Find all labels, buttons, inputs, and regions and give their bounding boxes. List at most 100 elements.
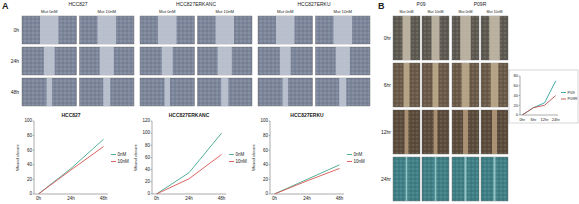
legend: 0nM10nM [347, 152, 365, 164]
y-tick [269, 150, 271, 151]
y-tick-label: 60 [263, 148, 269, 153]
x-tick-label: 12hr [541, 117, 550, 122]
y-tick-label: 120 [142, 118, 150, 123]
axis-label: Wound closure [251, 143, 256, 170]
micrograph [393, 110, 420, 154]
line-series [522, 96, 555, 116]
y-tick [151, 181, 153, 182]
y-tick [33, 135, 35, 136]
line-series [274, 168, 339, 194]
plot-area [274, 165, 339, 194]
y-tick-label: 20 [27, 177, 33, 182]
micrograph [140, 47, 195, 75]
micrograph [22, 78, 77, 106]
group-title: P09 [417, 1, 426, 7]
panel-a: AHCC827Mut 0nMMut 10nMHCC827ERKANCMut 0n… [2, 1, 370, 106]
line-series [522, 81, 555, 115]
y-tick [151, 169, 153, 170]
micrograph [198, 78, 253, 106]
legend-swatch [229, 161, 234, 162]
y-tick-label: 40 [514, 93, 519, 98]
column-label: Mut 10nM [428, 10, 444, 14]
line-chart: HCC827Wound closure0204060801000h24h48h0… [15, 112, 129, 201]
micrograph [452, 63, 479, 107]
line-series [38, 147, 103, 194]
legend: P09P09R [561, 90, 578, 102]
y-tick-label: 100 [24, 118, 32, 123]
axis-label: Wound closure [133, 143, 138, 170]
axis-label: Wound closure [15, 143, 20, 170]
legend-label: P09 [568, 90, 576, 95]
y-tick [519, 95, 521, 96]
x-tick-label: 0hr [519, 117, 525, 122]
y-tick-label: 0 [29, 191, 32, 196]
micrograph [481, 157, 508, 201]
micrograph [140, 78, 195, 106]
line-series [274, 165, 339, 194]
y-tick [519, 85, 521, 86]
y-tick [151, 133, 153, 134]
micrograph [452, 157, 479, 201]
panel-label: A [2, 1, 9, 11]
micrograph [422, 16, 449, 60]
y-axis [520, 76, 521, 115]
micrograph [198, 47, 253, 75]
y-tick [151, 145, 153, 146]
y-tick [269, 179, 271, 180]
y-tick-label: 100 [142, 130, 150, 135]
y-tick [269, 194, 271, 195]
legend-label: 0nM [236, 152, 245, 157]
column-label: Mut 0nM [159, 9, 176, 14]
legend-label: 10nM [118, 159, 130, 164]
micrograph [452, 110, 479, 154]
micrograph [258, 16, 313, 44]
y-tick-label: 80 [514, 73, 519, 78]
micrograph [422, 63, 449, 107]
column-label: Mut 10nM [487, 10, 503, 14]
y-tick [33, 121, 35, 122]
y-tick-label: 40 [27, 162, 33, 167]
y-tick [33, 179, 35, 180]
legend: 0nM10nM [229, 152, 247, 164]
y-tick [33, 194, 35, 195]
micrograph [198, 16, 253, 44]
y-tick [33, 164, 35, 165]
group-title: HCC827 [68, 1, 87, 7]
y-tick-label: 0 [516, 112, 519, 117]
y-tick-label: 20 [145, 179, 151, 184]
line-series [156, 133, 221, 194]
column-label: Mut 10nM [215, 9, 234, 14]
y-tick-label: 60 [514, 83, 519, 88]
y-tick-label: 20 [514, 103, 519, 108]
y-tick-label: 40 [145, 167, 151, 172]
x-tick-label: 0h [154, 196, 160, 201]
x-tick-label: 48h [336, 196, 344, 201]
x-axis [520, 115, 558, 116]
y-axis [270, 121, 271, 194]
x-axis [34, 194, 108, 195]
plot-area [38, 139, 103, 194]
x-axis [152, 194, 226, 195]
legend-swatch [229, 154, 234, 155]
line-chart: HCC827ERKANCWound closure020406080100120… [133, 112, 247, 201]
line-chart: HCC827ERKUWound closure0204060801000h24h… [251, 112, 365, 201]
y-tick-label: 0 [147, 191, 150, 196]
y-tick-label: 80 [27, 133, 33, 138]
group-title: HCC827ERKANC [176, 1, 216, 7]
micrograph [393, 16, 420, 60]
legend-label: P09R [568, 96, 578, 101]
y-axis [152, 121, 153, 194]
y-tick-label: 100 [260, 118, 268, 123]
line-series [38, 139, 103, 194]
group-title: HCC827ERKU [297, 1, 330, 7]
row-label: 24h [11, 58, 20, 64]
micrograph [22, 47, 77, 75]
y-tick-label: 60 [27, 148, 33, 153]
y-tick-label: 40 [263, 162, 269, 167]
y-tick [151, 121, 153, 122]
micrograph [422, 157, 449, 201]
chart-title: HCC827 [61, 112, 80, 118]
x-tick-label: 0h [36, 196, 42, 201]
legend-swatch [347, 154, 352, 155]
x-tick-label: 24hr [552, 117, 561, 122]
